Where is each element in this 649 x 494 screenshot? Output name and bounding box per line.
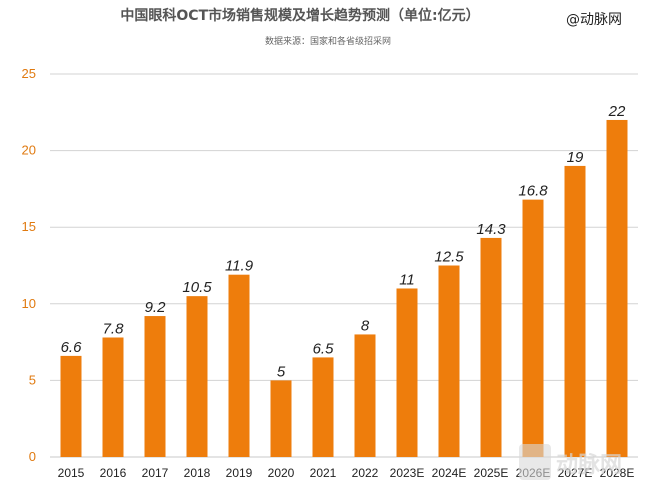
data-label: 11 xyxy=(399,271,415,288)
bar xyxy=(60,355,82,457)
bar xyxy=(144,316,166,457)
data-label: 16.8 xyxy=(518,183,548,200)
bar xyxy=(438,265,460,457)
y-tick-label: 5 xyxy=(29,372,36,387)
bar xyxy=(312,357,334,457)
watermark-logo-icon xyxy=(519,444,551,480)
bar xyxy=(354,334,376,457)
chart-title: 中国眼科OCT市场销售规模及增长趋势预测（单位:亿元） xyxy=(120,7,479,24)
x-tick-label: 2022 xyxy=(352,466,379,480)
x-tick-label: 2017 xyxy=(142,466,169,480)
bar xyxy=(522,199,544,457)
data-label: 6.5 xyxy=(313,340,335,357)
y-tick-label: 25 xyxy=(22,66,36,81)
data-labels: 6.6 7.8 9.2 10.5 11.9 5 6.5 8 11 12.5 14.3 16.8 19 22 xyxy=(61,103,626,380)
data-label: 14.3 xyxy=(476,221,506,238)
y-axis: 0 5 10 15 20 25 xyxy=(22,66,36,464)
bar xyxy=(270,380,292,457)
x-tick-label: 2025E xyxy=(474,466,509,480)
data-label: 8 xyxy=(361,317,370,334)
bar xyxy=(564,165,586,458)
y-tick-label: 0 xyxy=(29,449,36,464)
data-label: 7.8 xyxy=(103,321,125,338)
data-label: 6.6 xyxy=(61,339,83,356)
x-tick-label: 2019 xyxy=(226,466,253,480)
data-label: 22 xyxy=(608,103,626,120)
x-tick-label: 2023E xyxy=(390,466,425,480)
data-label: 11.9 xyxy=(225,258,254,275)
x-tick-label: 2027E xyxy=(558,466,593,480)
x-tick-label: 2024E xyxy=(432,466,467,480)
data-label: 19 xyxy=(567,149,584,166)
bar xyxy=(396,288,418,457)
watermark-bottom: 动脉网 xyxy=(556,453,622,478)
bar xyxy=(606,119,628,458)
data-label: 5 xyxy=(277,363,286,380)
watermark-top: @动脉网 xyxy=(566,12,622,28)
bar xyxy=(480,237,502,457)
data-label: 9.2 xyxy=(145,299,167,316)
gridlines xyxy=(50,73,638,458)
y-tick-label: 15 xyxy=(22,219,36,234)
bars xyxy=(60,119,628,458)
x-tick-label: 2018 xyxy=(184,466,211,480)
y-tick-label: 20 xyxy=(22,143,36,158)
x-tick-label: 2020 xyxy=(268,466,295,480)
x-axis: 2015 2016 2017 2018 2019 2020 2021 2022 2023E 202… xyxy=(58,466,635,480)
data-label: 10.5 xyxy=(182,279,212,296)
x-tick-label: 2015 xyxy=(58,466,85,480)
watermark-bottom-group: 动脉网 xyxy=(519,444,622,480)
data-label: 12.5 xyxy=(434,249,464,266)
x-tick-label: 2028E xyxy=(600,466,635,480)
bar xyxy=(102,337,124,457)
bar xyxy=(228,274,250,457)
x-tick-label: 2016 xyxy=(100,466,127,480)
y-tick-label: 10 xyxy=(22,296,36,311)
chart-subtitle: 数据来源：国家和各省级招采网 xyxy=(265,35,391,47)
bar xyxy=(186,296,208,457)
x-tick-label: 2021 xyxy=(310,466,337,480)
